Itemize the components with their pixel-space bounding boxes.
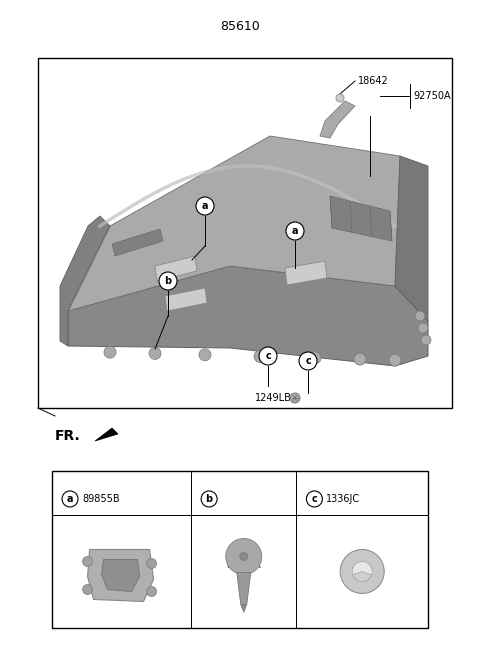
Polygon shape bbox=[241, 604, 247, 613]
Circle shape bbox=[149, 348, 161, 359]
Circle shape bbox=[340, 550, 384, 594]
Circle shape bbox=[299, 352, 317, 370]
Text: 89855B: 89855B bbox=[82, 494, 120, 504]
Text: 18642: 18642 bbox=[358, 76, 389, 86]
Polygon shape bbox=[155, 256, 197, 281]
Text: c: c bbox=[305, 356, 311, 366]
Circle shape bbox=[309, 352, 321, 364]
Text: b: b bbox=[165, 276, 171, 286]
Text: a: a bbox=[67, 494, 73, 504]
Circle shape bbox=[306, 491, 323, 507]
Circle shape bbox=[389, 354, 401, 366]
Polygon shape bbox=[165, 288, 207, 311]
Circle shape bbox=[104, 346, 116, 358]
Text: c: c bbox=[265, 351, 271, 361]
Polygon shape bbox=[102, 560, 140, 592]
Circle shape bbox=[286, 222, 304, 240]
Polygon shape bbox=[395, 156, 428, 321]
Text: 82315B: 82315B bbox=[227, 549, 261, 558]
Polygon shape bbox=[87, 550, 154, 602]
Circle shape bbox=[226, 539, 262, 575]
Circle shape bbox=[199, 349, 211, 361]
Circle shape bbox=[196, 197, 214, 215]
Polygon shape bbox=[68, 136, 400, 311]
Bar bbox=[52, 471, 428, 628]
Text: FR.: FR. bbox=[55, 429, 81, 443]
Polygon shape bbox=[68, 266, 428, 366]
Circle shape bbox=[159, 272, 177, 290]
Circle shape bbox=[259, 347, 277, 365]
Circle shape bbox=[240, 552, 248, 560]
Text: a: a bbox=[202, 201, 208, 211]
Circle shape bbox=[62, 491, 78, 507]
Text: 82315A: 82315A bbox=[227, 561, 261, 570]
Circle shape bbox=[354, 353, 366, 365]
Text: 1336JC: 1336JC bbox=[326, 494, 360, 504]
Circle shape bbox=[336, 94, 344, 102]
Circle shape bbox=[83, 584, 93, 594]
Polygon shape bbox=[60, 216, 110, 346]
Text: 92750A: 92750A bbox=[413, 91, 451, 101]
Text: b: b bbox=[205, 494, 213, 504]
Circle shape bbox=[290, 393, 300, 403]
Text: c: c bbox=[312, 494, 317, 504]
Circle shape bbox=[352, 562, 372, 581]
Polygon shape bbox=[237, 573, 251, 604]
Circle shape bbox=[201, 491, 217, 507]
Bar bbox=[38, 58, 452, 408]
Circle shape bbox=[83, 556, 93, 567]
Polygon shape bbox=[285, 261, 327, 285]
Polygon shape bbox=[320, 101, 355, 138]
Circle shape bbox=[146, 586, 156, 596]
Text: 85610: 85610 bbox=[220, 20, 260, 33]
Polygon shape bbox=[112, 229, 163, 256]
Circle shape bbox=[418, 323, 428, 333]
Text: 1249LB: 1249LB bbox=[255, 393, 292, 403]
Polygon shape bbox=[330, 196, 392, 241]
Text: a: a bbox=[292, 226, 298, 236]
Wedge shape bbox=[353, 571, 372, 581]
Polygon shape bbox=[95, 428, 118, 441]
Circle shape bbox=[254, 350, 266, 362]
Circle shape bbox=[415, 311, 425, 321]
Circle shape bbox=[421, 335, 431, 345]
Circle shape bbox=[146, 558, 156, 569]
